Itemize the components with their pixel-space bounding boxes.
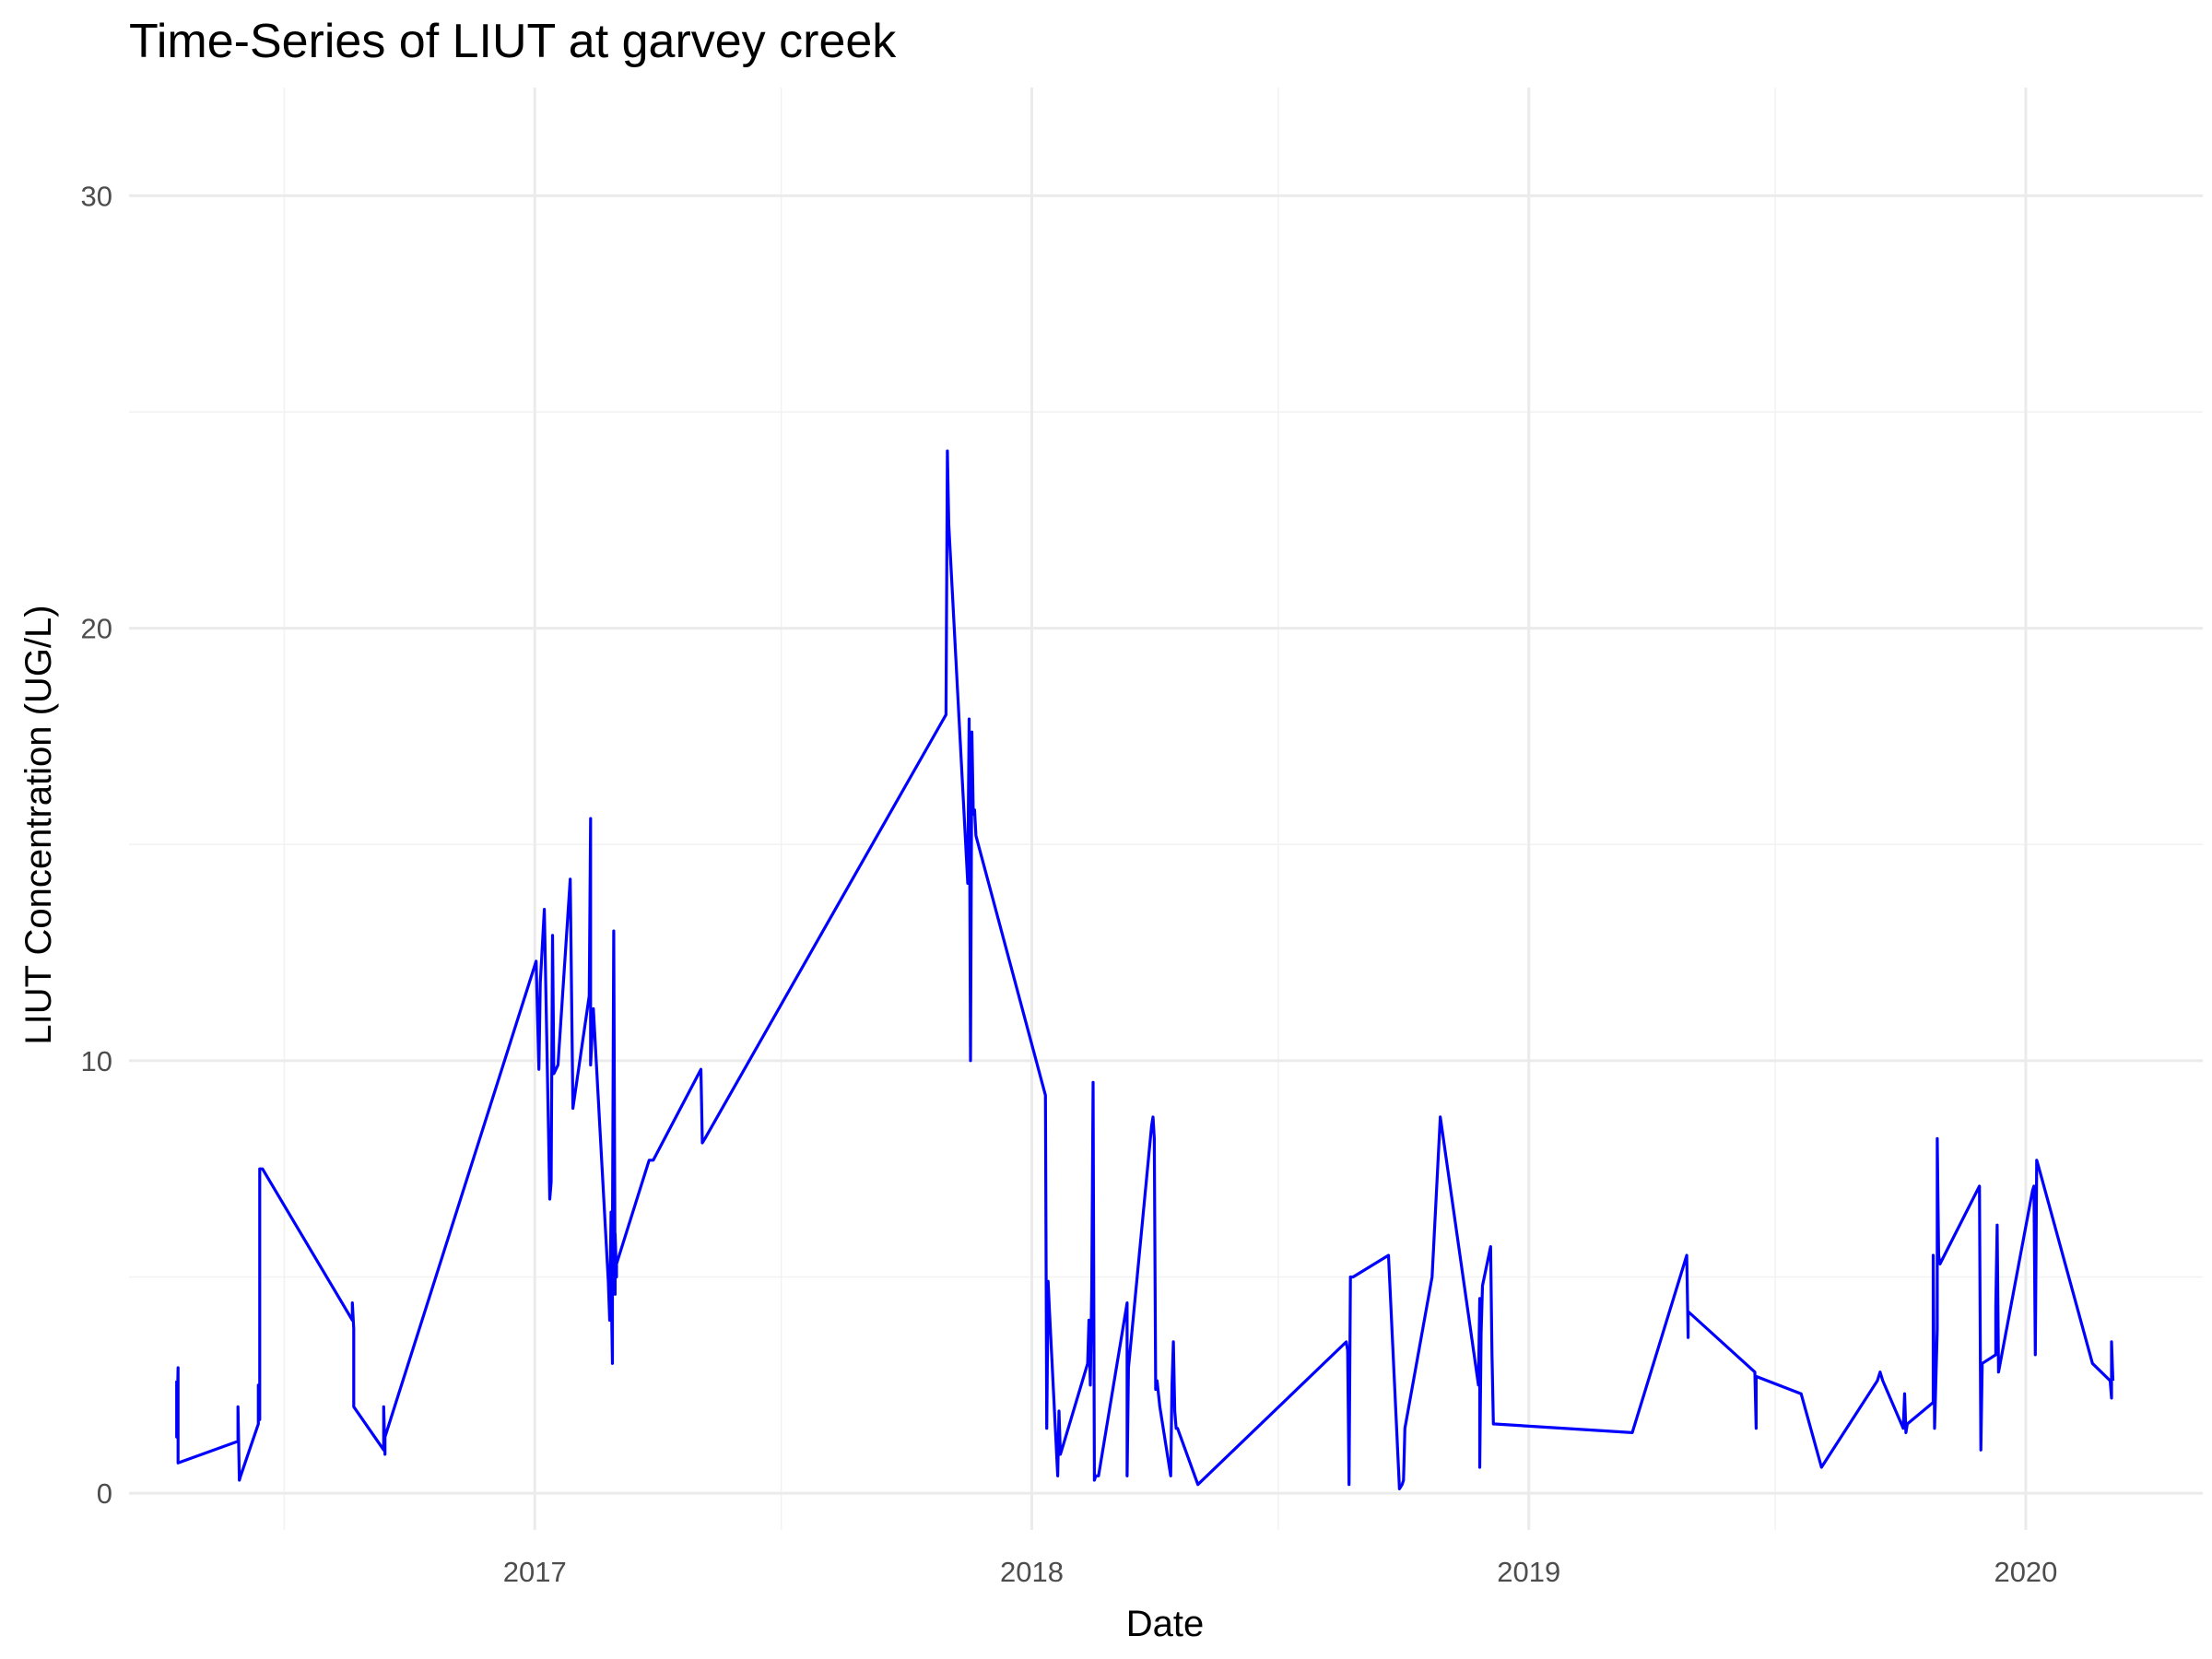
x-tick-label: 2017: [503, 1556, 567, 1588]
chart-title: Time-Series of LIUT at garvey creek: [129, 15, 897, 68]
x-axis-label: Date: [1126, 1604, 1205, 1644]
y-tick-labels: 0 10 20 30: [81, 180, 112, 1510]
x-tick-labels: 2017 2018 2019 2020: [503, 1556, 2058, 1588]
series-line: [175, 449, 2115, 1491]
y-tick-label: 0: [97, 1477, 112, 1510]
series-layer: [175, 449, 2115, 1491]
x-tick-label: 2020: [1994, 1556, 2057, 1588]
grid-layer: [129, 88, 2203, 1530]
y-tick-label: 30: [81, 180, 112, 212]
y-axis-label: LIUT Concentration (UG/L): [18, 605, 59, 1044]
x-tick-label: 2019: [1497, 1556, 1560, 1588]
x-tick-label: 2018: [1000, 1556, 1064, 1588]
y-tick-label: 10: [81, 1045, 112, 1077]
y-tick-label: 20: [81, 613, 112, 645]
